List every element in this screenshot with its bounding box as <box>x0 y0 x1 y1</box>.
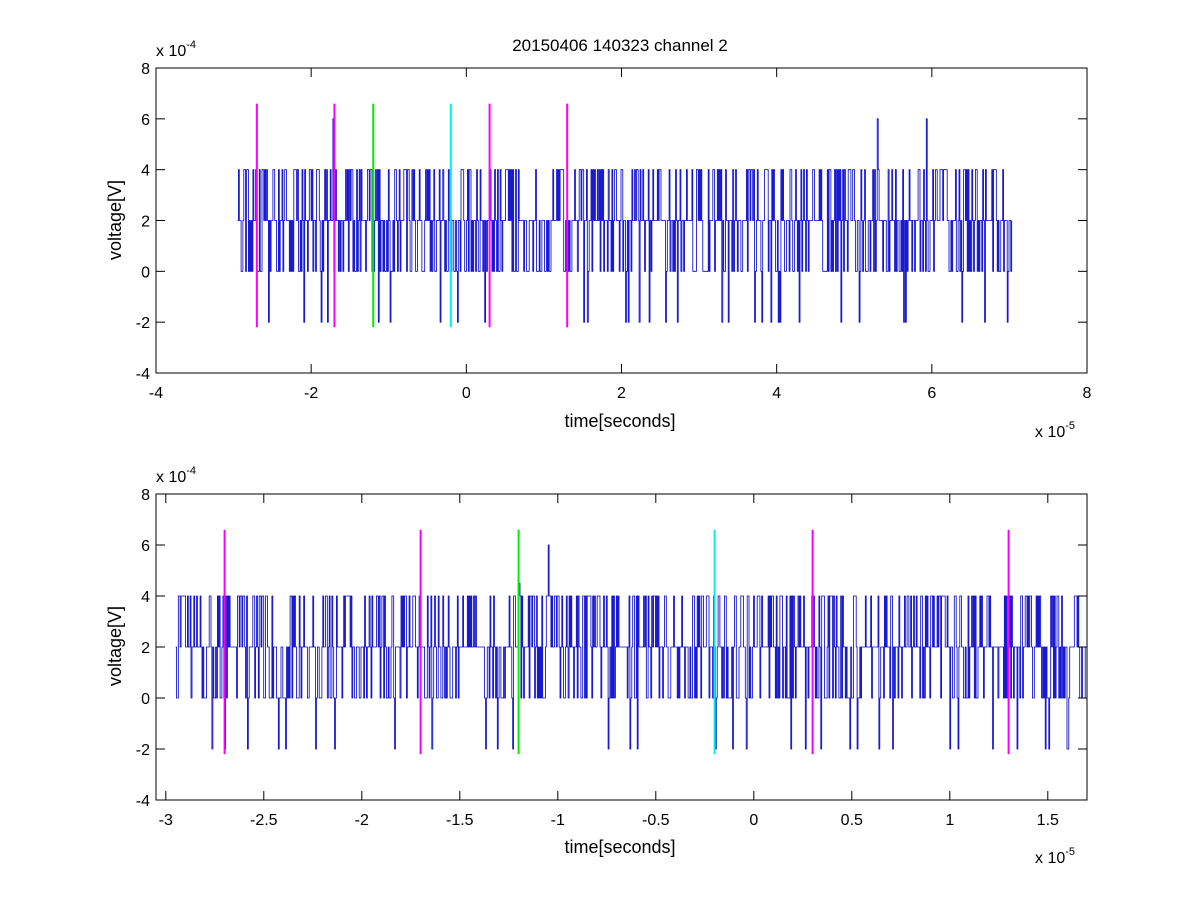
y-axis-label-top: voltage[V] <box>105 180 125 260</box>
subplot-bottom: -3 -2.5 -2 -1.5 -1 -0.5 0 0.5 1 1.5 -4 -2 0 2 4 6 8 time… <box>105 465 1088 867</box>
y-tick-label: 0 <box>141 264 150 281</box>
y-tick-label: -4 <box>136 793 150 810</box>
x-tick-label: -3 <box>159 812 173 829</box>
y-tick-label: 6 <box>141 538 150 555</box>
subplot-top-markers <box>255 103 569 328</box>
x-tick-label: 4 <box>772 385 781 402</box>
x-tick-label: 6 <box>927 385 936 402</box>
x-exponent-text-bottom: -5 <box>1065 846 1075 858</box>
x-tick-label: 2 <box>617 385 626 402</box>
x-tick-label: -4 <box>149 385 163 402</box>
y-exponent-text-top: -4 <box>186 39 196 51</box>
x-tick-label: 0 <box>462 385 471 402</box>
y-tick-label: 4 <box>141 163 150 180</box>
x-tick-label: 8 <box>1083 385 1092 402</box>
subplot-top-ticklabels: -4 -2 0 2 4 6 8 -4 -2 0 2 4 6 8 <box>136 61 1092 402</box>
x-tick-label: -1.5 <box>446 812 474 829</box>
subplot-bottom-ticklabels: -3 -2.5 -2 -1.5 -1 -0.5 0 0.5 1 1.5 -4 -2 0 2 4 6 8 <box>136 487 1059 829</box>
x-axis-label-bottom: time[seconds] <box>564 837 675 857</box>
y-exponent-multiplier-top: x 10-4 <box>156 39 196 60</box>
signal-trace-top <box>237 118 1013 323</box>
x-tick-label: -2.5 <box>250 812 278 829</box>
x-axis-label-top: time[seconds] <box>564 411 675 431</box>
signal-trace-bottom <box>175 544 1087 750</box>
y-exponent-multiplier-bottom: x 10-4 <box>156 465 196 486</box>
x-exponent-text-top: -5 <box>1065 420 1075 432</box>
x-exponent-multiplier-bottom: x 10-5 <box>1035 846 1075 867</box>
subplot-top: -4 -2 0 2 4 6 8 -4 -2 0 2 4 6 8 time[seconds] voltage… <box>105 39 1092 441</box>
subplot-bottom-signal <box>175 544 1087 750</box>
x-tick-label: 1.5 <box>1037 812 1059 829</box>
y-tick-label: 6 <box>141 112 150 129</box>
subplot-bottom-markers <box>223 529 1010 755</box>
y-tick-label: 0 <box>141 691 150 708</box>
x-tick-label: -2 <box>304 385 318 402</box>
x-multiplier-text-top: x 10 <box>1035 424 1065 441</box>
y-tick-label: 2 <box>141 214 150 231</box>
x-tick-label: -1 <box>551 812 565 829</box>
y-tick-label: 4 <box>141 589 150 606</box>
x-tick-label: -0.5 <box>642 812 670 829</box>
y-exponent-text-bottom: -4 <box>186 465 196 477</box>
y-tick-label: 8 <box>141 61 150 78</box>
x-tick-label: 0.5 <box>841 812 863 829</box>
y-tick-label: 8 <box>141 487 150 504</box>
y-tick-label: -4 <box>136 366 150 383</box>
subplot-bottom-axes <box>155 493 1088 801</box>
subplot-top-signal <box>237 118 1013 323</box>
figure-title: 20150406 140323 channel 2 <box>512 36 728 55</box>
x-tick-label: -2 <box>355 812 369 829</box>
x-exponent-multiplier-top: x 10-5 <box>1035 420 1075 441</box>
subplot-top-axes <box>155 67 1088 374</box>
y-tick-label: 2 <box>141 640 150 657</box>
x-multiplier-text-bottom: x 10 <box>1035 850 1065 867</box>
y-tick-label: -2 <box>136 315 150 332</box>
y-axis-label-bottom: voltage[V] <box>105 606 125 686</box>
y-multiplier-text-bottom: x 10 <box>156 469 186 486</box>
x-tick-label: 0 <box>749 812 758 829</box>
y-multiplier-text-top: x 10 <box>156 43 186 60</box>
x-tick-label: 1 <box>945 812 954 829</box>
y-tick-label: -2 <box>136 742 150 759</box>
